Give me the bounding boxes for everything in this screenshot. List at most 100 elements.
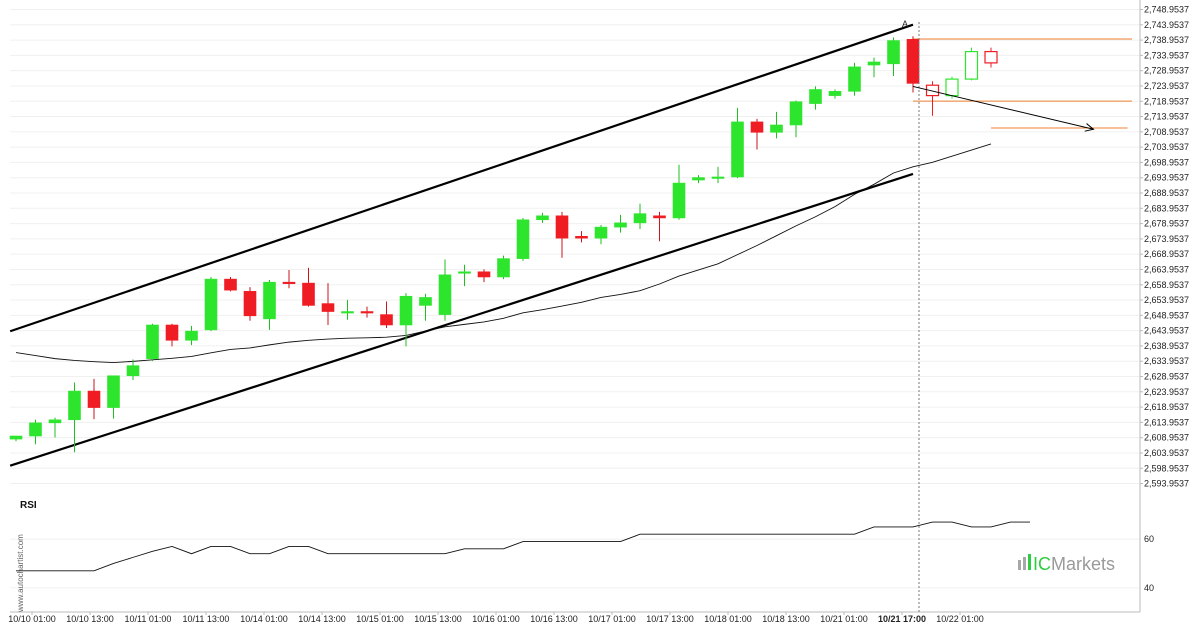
candle-body [633,213,647,224]
brand-prefix: IC [1033,554,1051,574]
candle-body [224,278,237,291]
price-tick-label: 2,723.9537 [1144,81,1189,91]
moving-average [15,143,992,364]
watermark: www.autochartist.com [16,534,25,613]
time-tick-label: 10/22 01:00 [936,614,984,624]
candle [575,231,588,243]
candle-body [68,390,81,421]
price-tick-label: 2,748.9537 [1144,5,1189,15]
candle-body [925,84,940,97]
candle-body [614,222,627,228]
rsi-tick-label: 40 [1144,583,1154,593]
candle-body [887,40,900,65]
price-tick-label: 2,733.9537 [1144,50,1189,60]
price-tick-label: 2,673.9537 [1144,234,1189,244]
candle-body [789,101,803,126]
candle-body [302,282,315,306]
projection-arrow [912,85,1095,132]
time-tick-label: 10/21 01:00 [820,614,868,624]
candle-body [360,311,374,314]
candle [204,276,218,332]
candle-body [126,365,140,377]
price-tick-label: 2,598.9537 [1144,463,1189,473]
candle [87,378,101,420]
brand-logo: ICMarkets [1018,554,1115,574]
price-tick-label: 2,658.9537 [1144,280,1189,290]
candle [380,301,393,329]
candle [555,211,569,258]
candle-body [653,215,666,219]
moving-average-line [15,143,992,364]
price-tick-label: 2,643.9537 [1144,326,1189,336]
candle-body [497,258,510,278]
candle-body [204,278,218,331]
candle-body [263,281,276,320]
projection-arrow-head [1084,123,1095,132]
candle [770,111,783,139]
candle [321,283,335,325]
candle-body [906,39,920,84]
price-tick-label: 2,628.9537 [1144,372,1189,382]
candle-body [243,291,257,317]
candle [29,419,42,445]
candle [224,276,237,292]
candle-body [48,419,62,424]
price-tick-label: 2,648.9537 [1144,310,1189,320]
time-tick-label: 10/10 13:00 [66,614,114,624]
channel-upper-line [9,23,914,333]
candle-body [770,124,783,133]
candle-body [399,295,413,326]
candle-body [341,311,354,314]
candle-body [9,435,23,440]
price-tick-label: 2,708.9537 [1144,127,1189,137]
pattern-marker: A [902,19,908,29]
candle-body [438,274,452,315]
rsi-grid [10,538,1140,589]
price-tick-label: 2,683.9537 [1144,203,1189,213]
candle [419,293,432,321]
candle [867,57,881,78]
candle [165,323,179,347]
candle [633,203,647,229]
candle-body [809,89,822,104]
candle [692,175,705,184]
trend-channel [9,23,914,467]
price-tick-label: 2,653.9537 [1144,295,1189,305]
rsi-axis-ticks: 60 40 [1144,534,1154,593]
price-tick-label: 2,718.9537 [1144,96,1189,106]
price-tick-label: 2,743.9537 [1144,20,1189,30]
candle-body [711,176,725,179]
candle [848,62,861,96]
projected-candle [984,47,998,68]
time-tick-label: 10/15 01:00 [356,614,404,624]
candle [9,435,23,442]
projection-arrow-line [912,85,1094,130]
candle [243,287,257,321]
price-tick-label: 2,713.9537 [1144,112,1189,122]
price-tick-label: 2,663.9537 [1144,264,1189,274]
candle [497,255,510,280]
candle-body [536,215,549,221]
candle [750,118,764,150]
candle-body [848,66,861,92]
candle [360,306,374,318]
time-tick-label: 10/17 01:00 [588,614,636,624]
candle [68,382,81,453]
time-tick-label: 10/11 13:00 [183,614,230,624]
rsi-label: RSI [20,500,37,511]
brand-name: Markets [1051,554,1115,574]
time-tick-label: 10/18 01:00 [704,614,752,624]
candle [594,224,608,245]
time-tick-label: 10/10 01:00 [8,614,56,624]
time-tick-label: 10/14 01:00 [240,614,288,624]
projected-candle [964,47,979,81]
price-tick-label: 2,688.9537 [1144,188,1189,198]
time-tick-label: 10/17 13:00 [646,614,694,624]
candle-body [945,78,959,97]
candle-body [282,281,296,284]
time-tick-label: 10/21 17:00 [878,614,926,624]
candle-body [984,50,998,64]
price-axis-ticks: 2,748.9537 2,743.9537 2,738.9537 2,733.9537… [1140,5,1189,489]
candle-body [419,297,432,306]
